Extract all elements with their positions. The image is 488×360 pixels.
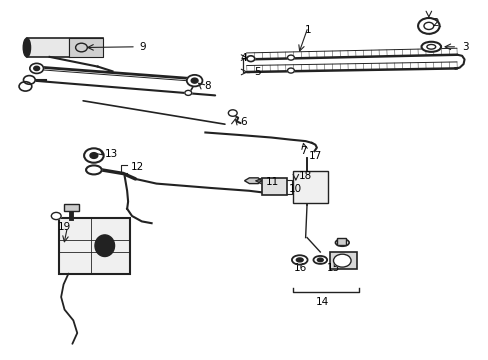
Text: 3: 3 <box>461 42 468 52</box>
Circle shape <box>30 63 43 73</box>
Ellipse shape <box>421 42 440 52</box>
Bar <box>27 38 102 57</box>
Circle shape <box>84 148 103 163</box>
Circle shape <box>191 78 198 83</box>
Text: 14: 14 <box>315 297 329 307</box>
Ellipse shape <box>291 255 307 265</box>
Ellipse shape <box>317 258 323 262</box>
Text: 5: 5 <box>254 67 261 77</box>
Text: 4: 4 <box>240 53 246 63</box>
Ellipse shape <box>313 256 326 264</box>
Circle shape <box>287 68 294 73</box>
Text: 19: 19 <box>58 222 71 232</box>
Polygon shape <box>244 178 261 184</box>
Circle shape <box>23 76 35 84</box>
Text: 10: 10 <box>288 184 301 194</box>
Bar <box>63 204 79 211</box>
Text: 11: 11 <box>265 177 278 187</box>
Bar <box>68 38 102 57</box>
Bar <box>329 252 356 269</box>
Circle shape <box>90 153 98 158</box>
Ellipse shape <box>426 45 435 49</box>
Bar <box>293 171 327 203</box>
Ellipse shape <box>335 239 348 246</box>
Text: 18: 18 <box>299 171 312 181</box>
Circle shape <box>51 212 61 220</box>
Bar <box>261 178 286 195</box>
Text: 2: 2 <box>431 18 438 28</box>
Ellipse shape <box>86 165 102 174</box>
Circle shape <box>333 254 350 267</box>
Circle shape <box>228 110 237 116</box>
Bar <box>337 238 346 245</box>
Text: 16: 16 <box>293 263 306 273</box>
Text: 8: 8 <box>204 81 211 91</box>
Circle shape <box>19 82 32 91</box>
Text: 13: 13 <box>105 149 118 159</box>
Text: 7: 7 <box>299 146 306 156</box>
Bar <box>59 218 129 274</box>
Circle shape <box>246 56 254 62</box>
Circle shape <box>34 66 40 71</box>
Text: 6: 6 <box>240 117 247 127</box>
Text: 12: 12 <box>131 162 144 172</box>
Text: 17: 17 <box>308 151 322 161</box>
Ellipse shape <box>95 235 114 256</box>
Circle shape <box>186 75 202 86</box>
Text: 15: 15 <box>326 263 339 273</box>
Circle shape <box>417 18 439 34</box>
Circle shape <box>423 22 433 30</box>
Circle shape <box>184 90 191 95</box>
Ellipse shape <box>296 258 303 262</box>
Text: 1: 1 <box>304 25 311 35</box>
Ellipse shape <box>23 38 30 57</box>
Circle shape <box>287 55 294 60</box>
Text: 9: 9 <box>139 42 146 52</box>
